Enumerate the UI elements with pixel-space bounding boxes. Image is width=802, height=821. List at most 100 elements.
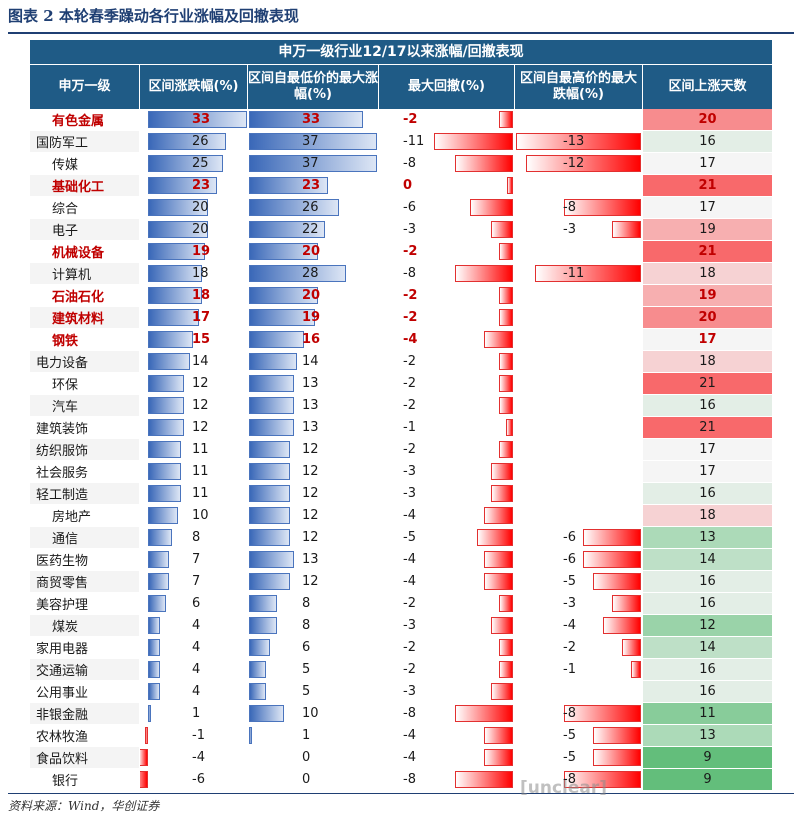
max-rise-cell: 22: [248, 219, 379, 240]
table-row: 煤炭 4 8 -3 -4 12: [30, 615, 772, 637]
max-fall-bar: [631, 661, 641, 678]
max-drawdown-bar: [455, 771, 513, 788]
max-rise-bar: [249, 419, 294, 436]
max-fall-cell: [515, 373, 643, 394]
max-drawdown-value: -2: [403, 442, 416, 457]
max-rise-bar: [249, 265, 346, 282]
max-rise-value: 0: [302, 750, 311, 765]
max-rise-cell: 13: [248, 395, 379, 416]
max-rise-value: 10: [302, 706, 319, 721]
max-drawdown-cell: -2: [379, 285, 515, 306]
max-rise-value: 8: [302, 618, 311, 633]
up-days-cell: 18: [643, 505, 772, 526]
change-bar: [148, 353, 190, 370]
up-days-cell: 13: [643, 527, 772, 548]
up-days-cell: 21: [643, 417, 772, 438]
change-bar: [148, 111, 247, 128]
up-days-cell: 16: [643, 681, 772, 702]
change-bar: [148, 331, 193, 348]
max-drawdown-bar: [498, 397, 513, 414]
change-bar: [148, 397, 184, 414]
max-fall-cell: -2: [515, 637, 643, 658]
max-drawdown-bar: [484, 507, 513, 524]
table-row: 房地产 10 12 -4 18: [30, 505, 772, 527]
change-bar: [148, 309, 199, 326]
change-bar: [148, 265, 202, 282]
change-value: 33: [192, 112, 211, 127]
industry-name: 机械设备: [30, 241, 140, 262]
max-rise-value: 33: [302, 112, 321, 127]
change-cell: 12: [140, 373, 248, 394]
change-value: 4: [192, 618, 201, 633]
max-rise-cell: 13: [248, 549, 379, 570]
max-fall-value: -5: [563, 574, 576, 589]
max-drawdown-cell: -3: [379, 219, 515, 240]
change-value: 11: [192, 442, 209, 457]
max-fall-value: -6: [563, 530, 576, 545]
max-rise-cell: 37: [248, 153, 379, 174]
max-drawdown-bar: [491, 463, 513, 480]
max-drawdown-cell: -4: [379, 329, 515, 350]
max-rise-bar: [249, 661, 267, 678]
max-drawdown-value: -3: [403, 464, 416, 479]
max-drawdown-cell: -2: [379, 395, 515, 416]
change-value: 19: [192, 244, 211, 259]
max-rise-bar: [249, 331, 305, 348]
max-drawdown-cell: -8: [379, 703, 515, 724]
max-rise-value: 26: [302, 200, 319, 215]
max-drawdown-bar: [498, 111, 513, 128]
header-change: 区间涨跌幅(%): [140, 65, 248, 109]
max-drawdown-cell: -2: [379, 109, 515, 130]
max-rise-bar: [249, 133, 377, 150]
max-drawdown-bar: [455, 155, 513, 172]
up-days-cell: 20: [643, 307, 772, 328]
max-drawdown-value: -4: [403, 750, 416, 765]
table-row: 电力设备 14 14 -2 18: [30, 351, 772, 373]
max-drawdown-cell: -2: [379, 637, 515, 658]
table-row: 电子 20 22 -3 -3 19: [30, 219, 772, 241]
max-drawdown-bar: [484, 331, 513, 348]
max-rise-cell: 0: [248, 747, 379, 768]
max-fall-bar: [612, 221, 641, 238]
max-fall-cell: -3: [515, 593, 643, 614]
max-rise-value: 13: [302, 376, 319, 391]
max-fall-cell: [515, 241, 643, 262]
max-rise-bar: [249, 243, 318, 260]
max-drawdown-value: -8: [403, 706, 416, 721]
industry-name: 美容护理: [30, 593, 140, 614]
max-rise-cell: 1: [248, 725, 379, 746]
change-bar: [148, 595, 166, 612]
max-rise-cell: 12: [248, 505, 379, 526]
table-row: 有色金属 33 33 -2 20: [30, 109, 772, 131]
max-drawdown-value: -11: [403, 134, 425, 149]
max-drawdown-bar: [498, 353, 513, 370]
max-drawdown-bar: [498, 595, 513, 612]
table-row: 农林牧渔 -1 1 -4 -5 13: [30, 725, 772, 747]
max-rise-value: 37: [302, 156, 319, 171]
change-value: 4: [192, 662, 201, 677]
watermark: [unclear]: [520, 778, 608, 798]
change-value: 1: [192, 706, 201, 721]
industry-name: 电子: [30, 219, 140, 240]
industry-name: 综合: [30, 197, 140, 218]
table-title: 申万一级行业12/17以来涨幅/回撤表现: [30, 40, 772, 65]
up-days-cell: 17: [643, 439, 772, 460]
industry-name: 非银金融: [30, 703, 140, 724]
max-drawdown-value: -2: [403, 288, 418, 303]
table-row: 计算机 18 28 -8 -11 18: [30, 263, 772, 285]
max-fall-value: -3: [563, 222, 576, 237]
change-bar: [148, 639, 160, 656]
industry-name: 基础化工: [30, 175, 140, 196]
max-drawdown-cell: -2: [379, 307, 515, 328]
max-rise-value: 13: [302, 420, 319, 435]
up-days-cell: 9: [643, 747, 772, 768]
change-cell: 19: [140, 241, 248, 262]
change-cell: 1: [140, 703, 248, 724]
max-rise-bar: [249, 529, 291, 546]
change-bar: [148, 507, 178, 524]
max-rise-value: 12: [302, 442, 319, 457]
change-bar: [148, 221, 208, 238]
industry-name: 通信: [30, 527, 140, 548]
up-days-cell: 16: [643, 483, 772, 504]
max-drawdown-cell: -2: [379, 373, 515, 394]
